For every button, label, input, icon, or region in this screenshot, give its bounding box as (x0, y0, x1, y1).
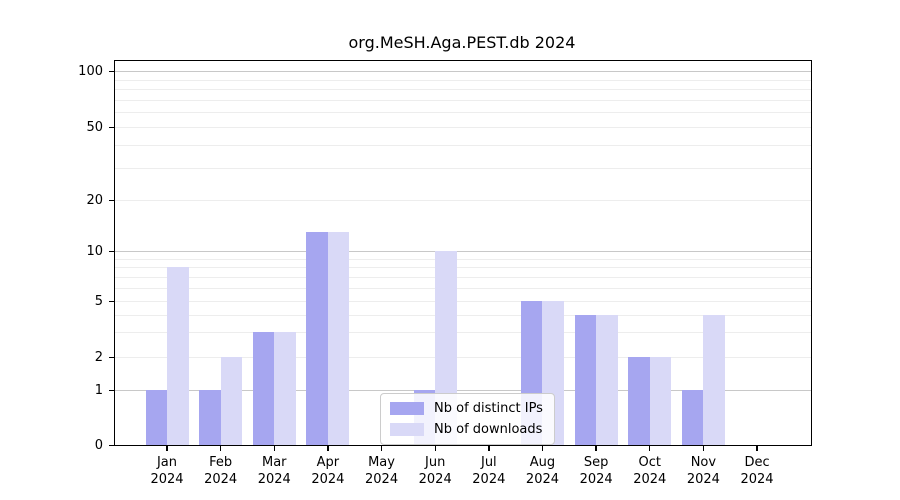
gridline-major (115, 251, 811, 252)
bar-downloads (274, 332, 296, 445)
gridline-major (115, 71, 811, 72)
gridline-major (115, 390, 811, 391)
chart-title: org.MeSH.Aga.PEST.db 2024 (348, 33, 576, 52)
x-tick-mark (756, 445, 758, 451)
bar-distinct-ips (199, 390, 221, 445)
x-tick-label: Aug 2024 (525, 455, 560, 487)
y-tick-label: 100 (78, 63, 103, 79)
gridline-minor (115, 89, 811, 91)
plot-area: 0 1 2 5 10 20 50 100 Jan 2024 Feb 2024 Mar 2024 Apr 20… (78, 60, 812, 487)
x-tick-label: Feb 2024 (204, 455, 238, 487)
gridline-minor (115, 144, 811, 146)
x-tick-mark (488, 445, 490, 451)
gridline-minor (115, 258, 811, 260)
gridline-minor (115, 314, 811, 316)
y-tick-mark (109, 300, 115, 302)
gridline-minor (115, 127, 811, 128)
gridline-minor (115, 79, 811, 81)
x-tick-label: Nov 2024 (686, 455, 720, 487)
x-tick-mark (166, 445, 168, 451)
x-tick-mark (541, 445, 544, 451)
y-tick-label: 10 (86, 243, 103, 259)
bar-downloads (649, 357, 672, 445)
x-tick-mark (380, 445, 383, 451)
x-tick-mark (434, 445, 436, 451)
x-tick-label: Jul 2024 (472, 455, 506, 487)
bar-distinct-ips (681, 390, 704, 445)
legend-item-distinct-ips: Nb of distinct IPs (390, 401, 543, 416)
bar-distinct-ips (574, 314, 597, 445)
bar-downloads (703, 314, 725, 445)
gridline-minor (115, 287, 811, 289)
legend: Nb of distinct IPs Nb of downloads (380, 393, 555, 445)
legend-label-distinct-ips: Nb of distinct IPs (434, 401, 543, 416)
legend-swatch-downloads (390, 423, 424, 436)
y-tick-label: 50 (86, 119, 103, 135)
x-tick-mark (649, 445, 651, 451)
gridline-minor (115, 332, 811, 334)
gridline-minor (115, 357, 811, 358)
x-tick-label: Oct 2024 (633, 455, 667, 487)
y-tick-label: 0 (94, 437, 103, 453)
x-tick-label: Jun 2024 (418, 455, 452, 487)
y-tick-mark (109, 199, 115, 201)
gridline-minor (115, 267, 811, 269)
x-tick-label: Dec 2024 (740, 455, 774, 487)
x-tick-label: May 2024 (365, 455, 399, 487)
y-tick-mark (109, 250, 115, 252)
y-tick-label: 5 (94, 293, 103, 309)
bar-distinct-ips (628, 357, 650, 445)
bar-distinct-ips (252, 332, 275, 445)
bar-downloads (220, 357, 243, 445)
x-tick-mark (702, 445, 705, 451)
bar-downloads (596, 314, 618, 445)
gridline-minor (115, 200, 811, 201)
legend-item-downloads: Nb of downloads (390, 422, 543, 437)
gridline-minor (115, 276, 811, 278)
x-tick-mark (595, 445, 597, 451)
x-tick-mark (327, 445, 329, 451)
x-tick-label: Mar 2024 (257, 455, 291, 487)
gridline-minor (115, 301, 811, 302)
y-tick-mark (109, 70, 115, 72)
y-tick-label: 1 (94, 382, 103, 398)
legend-swatch-distinct-ips (390, 402, 424, 415)
y-tick-mark (109, 126, 115, 128)
gridline-minor (115, 167, 811, 169)
x-tick-label: Apr 2024 (311, 455, 345, 487)
x-tick-label: Jan 2024 (150, 455, 184, 487)
x-tick-mark (219, 445, 222, 451)
y-tick-mark (109, 389, 115, 391)
gridline-minor (115, 99, 811, 101)
legend-label-downloads: Nb of downloads (434, 422, 543, 437)
y-tick-mark (109, 444, 115, 446)
x-tick-label: Sep 2024 (579, 455, 613, 487)
y-tick-label: 20 (86, 192, 103, 208)
bar-downloads (327, 231, 350, 445)
y-tick-label: 2 (94, 349, 103, 365)
y-tick-mark (109, 356, 115, 358)
x-tick-mark (273, 445, 275, 451)
bar-distinct-ips (145, 390, 167, 445)
bar-distinct-ips (306, 231, 328, 445)
bar-downloads (167, 267, 189, 445)
gridline-minor (115, 112, 811, 114)
